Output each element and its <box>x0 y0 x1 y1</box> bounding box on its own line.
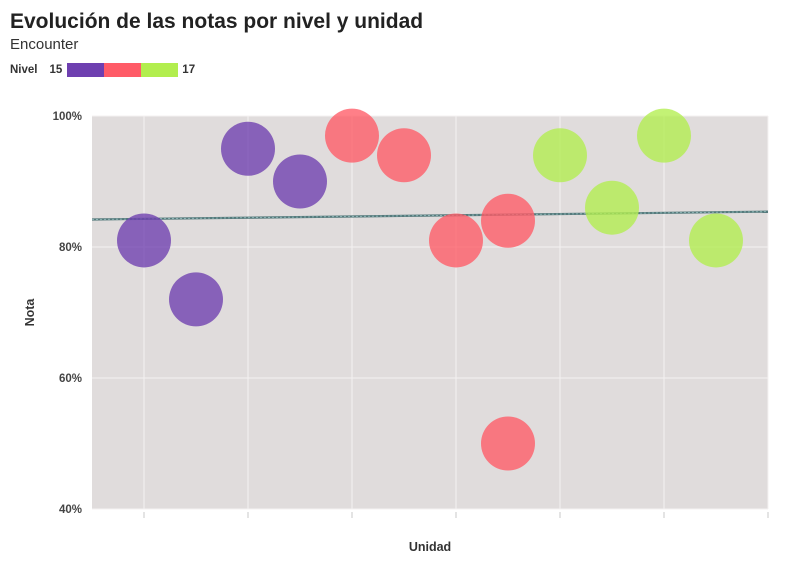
data-point-nivel-16 <box>481 193 535 248</box>
data-point-nivel-15 <box>221 121 275 176</box>
y-tick-label: 60% <box>59 373 82 385</box>
y-axis-tick-labels: 40% 60% 80% 100% <box>53 111 82 516</box>
data-points <box>117 108 743 471</box>
legend-swatch-16 <box>104 63 142 77</box>
legend-min-label: 15 <box>49 64 63 76</box>
legend-swatch-17 <box>141 63 179 77</box>
data-point-nivel-17 <box>637 108 691 163</box>
legend-title: Nivel <box>10 64 38 76</box>
data-point-nivel-17 <box>585 180 639 235</box>
trend-line-highlight <box>91 211 769 220</box>
trend-line-group <box>91 210 769 221</box>
legend-max-label: 17 <box>182 64 196 76</box>
x-axis-ticks <box>143 512 769 518</box>
x-axis-title: Unidad <box>409 540 451 554</box>
data-point-nivel-16 <box>481 416 535 471</box>
data-point-nivel-15 <box>169 272 223 327</box>
chart-title: Evolución de las notas por nivel y unida… <box>10 10 424 33</box>
y-tick-label: 40% <box>59 504 82 516</box>
data-point-nivel-17 <box>689 213 743 268</box>
data-point-nivel-15 <box>117 213 171 268</box>
legend-swatch-15 <box>67 63 105 77</box>
color-legend: Nivel 15 17 <box>10 63 195 77</box>
data-point-nivel-17 <box>533 128 587 183</box>
data-point-nivel-16 <box>325 108 379 163</box>
data-point-nivel-15 <box>273 154 327 209</box>
y-tick-label: 80% <box>59 242 82 254</box>
y-tick-label: 100% <box>53 111 82 123</box>
chart-subtitle: Encounter <box>10 36 79 53</box>
data-point-nivel-16 <box>377 128 431 183</box>
data-point-nivel-16 <box>429 213 483 268</box>
y-axis-title: Nota <box>23 298 37 327</box>
